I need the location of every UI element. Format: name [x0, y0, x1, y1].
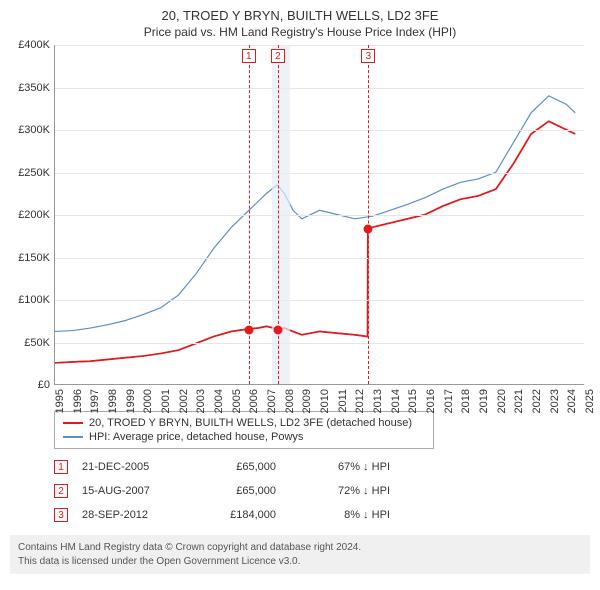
- sale-diff: 8% ↓ HPI: [290, 509, 390, 521]
- gridline-h: [55, 88, 584, 89]
- x-tick-label: 2012: [354, 389, 366, 413]
- sale-date: 15-AUG-2007: [82, 485, 182, 497]
- sale-row: 1 21-DEC-2005 £65,000 67% ↓ HPI: [54, 455, 590, 479]
- x-tick-label: 2019: [478, 389, 490, 413]
- x-tick-label: 2020: [496, 389, 508, 413]
- x-tick-label: 2005: [231, 389, 243, 413]
- series-line-property: [55, 121, 575, 363]
- sale-row: 3 28-SEP-2012 £184,000 8% ↓ HPI: [54, 503, 590, 527]
- gridline-h: [55, 258, 584, 259]
- gridline-h: [55, 343, 584, 344]
- x-tick-label: 2015: [407, 389, 419, 413]
- y-tick-label: £200K: [18, 209, 50, 221]
- sale-dot: [273, 325, 282, 334]
- sale-price: £65,000: [196, 485, 276, 497]
- x-tick-label: 2017: [443, 389, 455, 413]
- x-tick-label: 2022: [531, 389, 543, 413]
- x-tick-label: 2016: [425, 389, 437, 413]
- chart-area: £0£50K£100K£150K£200K£250K£300K£350K£400…: [10, 45, 590, 405]
- x-tick-label: 2004: [213, 389, 225, 413]
- sale-date: 21-DEC-2005: [82, 461, 182, 473]
- x-tick-label: 2013: [372, 389, 384, 413]
- x-tick-label: 1996: [72, 389, 84, 413]
- y-tick-label: £100K: [18, 294, 50, 306]
- marker-vline: [368, 45, 369, 384]
- x-axis: 1995 1996 1997 1998 1999 2000 2001 2002 2003 2004…: [54, 385, 584, 425]
- gridline-h: [55, 215, 584, 216]
- plot-area: 1 2 3: [54, 45, 584, 385]
- marker-box: 1: [242, 49, 256, 63]
- sale-price: £184,000: [196, 509, 276, 521]
- x-tick-label: 2009: [301, 389, 313, 413]
- sales-table: 1 21-DEC-2005 £65,000 67% ↓ HPI 2 15-AUG-2007…: [54, 455, 590, 527]
- chart-title: 20, TROED Y BRYN, BUILTH WELLS, LD2 3FE: [0, 0, 600, 23]
- x-tick-label: 2003: [195, 389, 207, 413]
- sale-index-box: 3: [54, 508, 68, 522]
- x-tick-label: 2024: [566, 389, 578, 413]
- y-tick-label: £350K: [18, 82, 50, 94]
- sale-index-box: 2: [54, 484, 68, 498]
- chart-container: 20, TROED Y BRYN, BUILTH WELLS, LD2 3FE …: [0, 0, 600, 590]
- x-tick-label: 2014: [390, 389, 402, 413]
- x-tick-label: 2018: [460, 389, 472, 413]
- sale-dot: [244, 325, 253, 334]
- y-tick-label: £50K: [24, 337, 50, 349]
- y-tick-label: £0: [38, 379, 50, 391]
- gridline-h: [55, 173, 584, 174]
- x-tick-label: 2023: [549, 389, 561, 413]
- sale-price: £65,000: [196, 461, 276, 473]
- series-line-property-top: [55, 121, 575, 363]
- x-tick-label: 2002: [178, 389, 190, 413]
- legend-label: HPI: Average price, detached house, Powy…: [89, 431, 303, 443]
- gridline-h: [55, 130, 584, 131]
- sale-diff: 67% ↓ HPI: [290, 461, 390, 473]
- footer-line: This data is licensed under the Open Gov…: [18, 555, 582, 569]
- x-tick-label: 1998: [107, 389, 119, 413]
- y-tick-label: £150K: [18, 252, 50, 264]
- sale-diff: 72% ↓ HPI: [290, 485, 390, 497]
- legend-row: HPI: Average price, detached house, Powy…: [63, 430, 425, 444]
- x-tick-label: 2021: [513, 389, 525, 413]
- x-tick-label: 2007: [266, 389, 278, 413]
- y-tick-label: £250K: [18, 167, 50, 179]
- legend-swatch: [63, 436, 83, 438]
- gridline-h: [55, 45, 584, 46]
- x-tick-label: 2010: [319, 389, 331, 413]
- y-tick-label: £300K: [18, 124, 50, 136]
- gridline-h: [55, 300, 584, 301]
- x-tick-label: 1997: [89, 389, 101, 413]
- chart-subtitle: Price paid vs. HM Land Registry's House …: [0, 23, 600, 45]
- x-tick-label: 2008: [284, 389, 296, 413]
- x-tick-label: 2006: [248, 389, 260, 413]
- x-tick-label: 1999: [125, 389, 137, 413]
- sale-date: 28-SEP-2012: [82, 509, 182, 521]
- y-axis: £0£50K£100K£150K£200K£250K£300K£350K£400…: [10, 45, 52, 385]
- x-tick-label: 2001: [160, 389, 172, 413]
- sale-index-box: 1: [54, 460, 68, 474]
- series-line-hpi: [55, 96, 575, 332]
- y-tick-label: £400K: [18, 39, 50, 51]
- x-tick-label: 1995: [54, 389, 66, 413]
- marker-box: 2: [271, 49, 285, 63]
- sale-dot: [364, 224, 373, 233]
- x-tick-label: 2025: [584, 389, 596, 413]
- marker-box: 3: [361, 49, 375, 63]
- x-tick-label: 2000: [142, 389, 154, 413]
- sale-row: 2 15-AUG-2007 £65,000 72% ↓ HPI: [54, 479, 590, 503]
- footer-attribution: Contains HM Land Registry data © Crown c…: [10, 535, 590, 574]
- x-tick-label: 2011: [337, 389, 349, 413]
- footer-line: Contains HM Land Registry data © Crown c…: [18, 541, 582, 555]
